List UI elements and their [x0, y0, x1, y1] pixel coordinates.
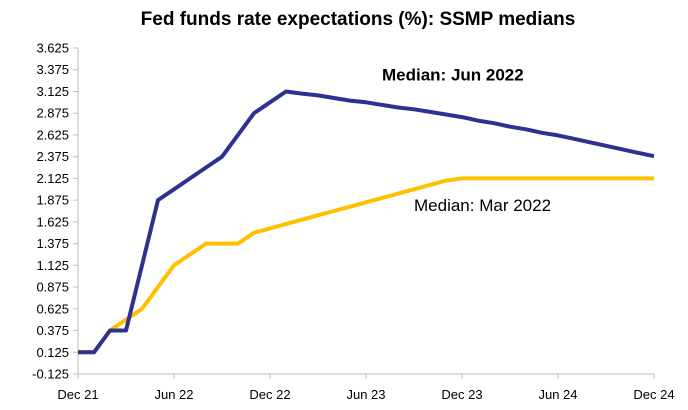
y-tick-label: 2.875: [36, 106, 69, 121]
y-tick-label: 1.875: [36, 193, 69, 208]
series-annotation-label: Median: Jun 2022: [382, 66, 524, 85]
x-axis-ticks: Dec 21 Jun 22 Dec 22 Jun 23 Dec 23 Jun 24 Dec …: [57, 374, 675, 402]
series-line-jun-2022: [78, 89, 655, 355]
y-tick-label: 3.125: [36, 84, 69, 99]
y-tick-label: 2.375: [36, 149, 69, 164]
x-tick-label: Dec 23: [441, 387, 482, 402]
series-layer: [78, 89, 655, 355]
series-annotation-label: Median: Mar 2022: [414, 196, 551, 215]
y-axis-ticks: -0.125 0.125 0.375 0.625 0.875 1.125 1.375 1.62…: [32, 41, 78, 382]
x-tick-label: Dec 24: [633, 387, 674, 402]
y-tick-label: 2.125: [36, 171, 69, 186]
chart-title: Fed funds rate expectations (%): SSMP me…: [141, 9, 576, 30]
x-tick-label: Jun 23: [346, 387, 385, 402]
y-tick-label: -0.125: [32, 367, 69, 382]
y-tick-label: 0.375: [36, 323, 69, 338]
y-tick-label: 1.125: [36, 258, 69, 273]
x-tick-label: Jun 22: [154, 387, 193, 402]
y-tick-label: 0.875: [36, 280, 69, 295]
series-line-mar-2022: [78, 176, 654, 355]
y-tick-label: 1.625: [36, 214, 69, 229]
y-tick-label: 3.375: [36, 62, 69, 77]
x-tick-label: Jun 24: [538, 387, 577, 402]
annotation-layer: Median: Jun 2022 Median: Mar 2022: [382, 66, 551, 215]
y-tick-label: 3.625: [36, 41, 69, 56]
x-tick-label: Dec 22: [249, 387, 290, 402]
y-tick-label: 0.125: [36, 345, 69, 360]
y-tick-label: 1.375: [36, 236, 69, 251]
x-tick-label: Dec 21: [57, 387, 98, 402]
y-tick-label: 2.625: [36, 127, 69, 142]
y-tick-label: 0.625: [36, 301, 69, 316]
